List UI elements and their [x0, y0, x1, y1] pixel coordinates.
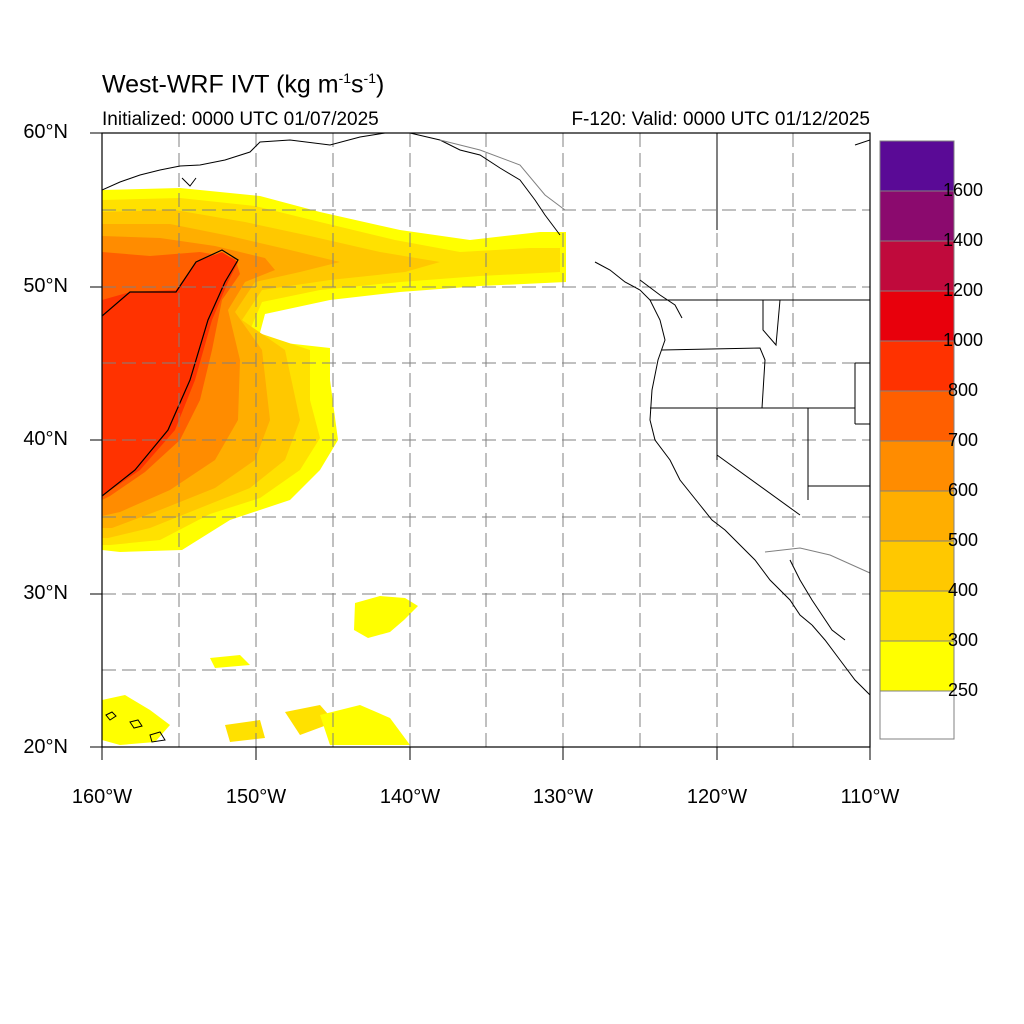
colorbar-label: 1400	[942, 230, 984, 250]
colorbar-label: 700	[947, 430, 979, 450]
colorbar-swatch	[880, 241, 954, 291]
lon-label: 120°W	[686, 786, 748, 808]
ivt-field	[102, 188, 566, 745]
colorbar-swatch	[880, 341, 954, 391]
colorbar-label: 1000	[942, 330, 984, 350]
lat-label: 40°N	[23, 428, 68, 450]
state-borders	[650, 133, 870, 516]
colorbar-label: 1600	[942, 180, 984, 200]
colorbar-swatch	[880, 641, 954, 691]
lon-label: 110°W	[840, 786, 900, 808]
initialized-label: Initialized: 0000 UTC 01/07/2025	[102, 109, 379, 130]
country-borders	[439, 139, 871, 574]
ivt-contour-800	[102, 252, 238, 496]
colorbar-frame	[879, 140, 955, 740]
map-title: West-WRF IVT (kg m-1s-1)	[102, 70, 385, 99]
ivt-patch-b	[285, 705, 335, 735]
lat-label: 20°N	[23, 736, 68, 758]
colorbar-swatch	[880, 541, 954, 591]
lat-label: 50°N	[23, 275, 68, 297]
colorbar-label: 1200	[942, 280, 984, 300]
colorbar-label: 500	[947, 530, 979, 550]
colorbar	[879, 140, 955, 740]
ivt-patch-c	[320, 705, 410, 745]
map-graticule	[102, 133, 870, 747]
ivt-800-isoline	[102, 249, 239, 497]
coastline	[102, 133, 870, 743]
colorbar-swatch	[880, 391, 954, 441]
lon-label: 150°W	[225, 786, 287, 808]
colorbar-label: 300	[947, 630, 979, 650]
colorbar-swatch	[880, 591, 954, 641]
colorbar-label: 800	[947, 380, 979, 400]
lat-label: 30°N	[23, 582, 68, 604]
colorbar-swatch	[880, 491, 954, 541]
colorbar-swatch	[880, 441, 954, 491]
lon-label: 130°W	[532, 786, 594, 808]
ivt-patch-30n	[354, 596, 418, 638]
colorbar-swatch	[880, 191, 954, 241]
colorbar-label: 600	[947, 480, 979, 500]
ivt-patch-a	[225, 720, 265, 742]
colorbar-label: 400	[947, 580, 979, 600]
valid-time-label: F-120: Valid: 0000 UTC 01/12/2025	[571, 109, 870, 130]
lon-label: 140°W	[379, 786, 441, 808]
colorbar-swatch	[880, 691, 954, 739]
colorbar-label: 250	[947, 680, 979, 700]
lon-label: 160°W	[71, 786, 133, 808]
lat-label: 60°N	[23, 121, 68, 143]
colorbar-swatch	[880, 291, 954, 341]
axis-ticks	[90, 132, 871, 760]
ivt-patch-d	[210, 655, 250, 668]
colorbar-swatch	[880, 141, 954, 191]
